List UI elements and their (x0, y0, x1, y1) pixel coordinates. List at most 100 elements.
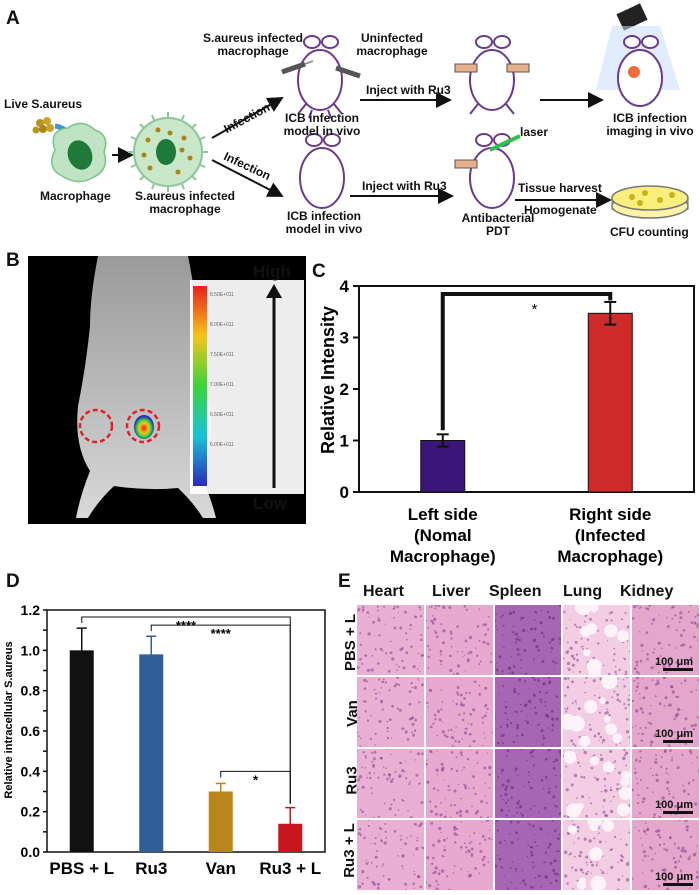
histology-nucleus (582, 871, 585, 874)
histology-nucleus (483, 737, 486, 739)
histology-grid: 100 μm 100 μm 100 μm 100 μm (355, 601, 700, 892)
histology-nucleus (494, 625, 497, 628)
histology-nucleus (444, 797, 446, 799)
alveolus (577, 880, 587, 891)
organ-label-lung: Lung (563, 583, 603, 600)
histology-nucleus (548, 680, 551, 683)
histology-nucleus (694, 615, 697, 618)
histology-nucleus (468, 744, 471, 747)
histology-nucleus (509, 721, 512, 724)
histology-nucleus (665, 887, 670, 892)
histology-nucleus (459, 693, 463, 697)
histology-nucleus (371, 751, 374, 754)
histology-nucleus (376, 609, 379, 612)
histology-nucleus (659, 655, 662, 657)
histology-nucleus (548, 842, 552, 847)
histology-nucleus (501, 741, 504, 745)
histology-nucleus (680, 644, 684, 647)
histology-nucleus (355, 787, 359, 791)
histology-nucleus (382, 678, 385, 681)
histology-nucleus (460, 753, 463, 756)
histology-nucleus (584, 620, 586, 623)
histology-nucleus (493, 864, 497, 868)
histology-nucleus (475, 750, 479, 754)
histology-nucleus (603, 777, 607, 780)
histology-nucleus (554, 757, 558, 762)
histology-nucleus (609, 749, 613, 753)
c-category-label: Macrophage) (390, 547, 496, 566)
histology-nucleus (556, 850, 559, 853)
histology-nucleus (370, 714, 372, 717)
histology-nucleus (382, 875, 385, 878)
histology-nucleus (517, 799, 520, 802)
histology-nucleus (453, 832, 457, 837)
histology-nucleus (490, 652, 492, 655)
histology-nucleus (373, 635, 375, 637)
histology-nucleus (410, 681, 413, 685)
histology-nucleus (687, 781, 691, 785)
histology-nucleus (613, 795, 616, 798)
histology-nucleus (374, 692, 378, 695)
histology-nucleus (455, 811, 459, 814)
histology-nucleus (377, 618, 381, 622)
histology-nucleus (515, 723, 519, 727)
histology-nucleus (682, 643, 686, 647)
histology-nucleus (568, 854, 571, 856)
histology-tile (424, 603, 493, 676)
histology-nucleus (411, 686, 414, 689)
histology-nucleus (619, 700, 622, 703)
histology-nucleus (679, 616, 683, 620)
histology-nucleus (554, 694, 558, 698)
scale-bar: 100 μm (655, 728, 693, 743)
histology-nucleus (604, 784, 606, 786)
histology-nucleus (675, 629, 678, 632)
histology-nucleus (665, 767, 668, 770)
histology-nucleus (658, 836, 662, 839)
histology-nucleus (459, 846, 463, 849)
histology-nucleus (479, 799, 483, 803)
histology-texture (631, 675, 700, 748)
histology-nucleus (468, 691, 471, 694)
histology-nucleus (389, 640, 392, 643)
alveolus (579, 735, 591, 747)
histology-nucleus (432, 786, 436, 790)
histology-nucleus (387, 669, 391, 673)
histology-nucleus (371, 791, 373, 794)
histology-nucleus (521, 879, 525, 883)
histology-nucleus (660, 660, 664, 664)
histology-nucleus (528, 784, 530, 786)
histology-nucleus (504, 813, 508, 817)
histology-nucleus (474, 867, 477, 871)
histology-nucleus (428, 689, 430, 691)
histology-nucleus (461, 703, 465, 707)
histology-nucleus (366, 680, 369, 683)
histology-nucleus (453, 789, 457, 792)
histology-nucleus (549, 651, 551, 653)
histology-nucleus (367, 632, 371, 636)
histology-nucleus (645, 607, 648, 610)
histology-nucleus (429, 809, 433, 813)
colorbar-tick: 6.00E+011 (210, 442, 234, 448)
histology-nucleus (478, 684, 481, 687)
histology-nucleus (380, 839, 383, 843)
d-ytick-label: 0.2 (21, 804, 41, 820)
alveolus (595, 818, 603, 826)
d-ytick-label: 1.0 (21, 642, 41, 658)
histology-nucleus (385, 652, 388, 655)
histology-nucleus (434, 812, 438, 816)
histology-nucleus (559, 774, 562, 777)
histology-nucleus (503, 875, 505, 878)
histology-nucleus (644, 822, 647, 825)
histology-nucleus (386, 747, 388, 750)
histology-nucleus (532, 886, 535, 889)
histology-nucleus (432, 722, 435, 725)
histology-nucleus (455, 828, 458, 831)
histology-nucleus (567, 641, 570, 644)
histology-nucleus (400, 848, 402, 850)
histology-nucleus (541, 682, 545, 686)
histology-nucleus (401, 798, 403, 800)
inject-bottom-label: Inject with Ru3 (362, 179, 447, 193)
histology-nucleus (446, 837, 448, 840)
histology-nucleus (431, 844, 435, 847)
histology-nucleus (401, 854, 405, 858)
